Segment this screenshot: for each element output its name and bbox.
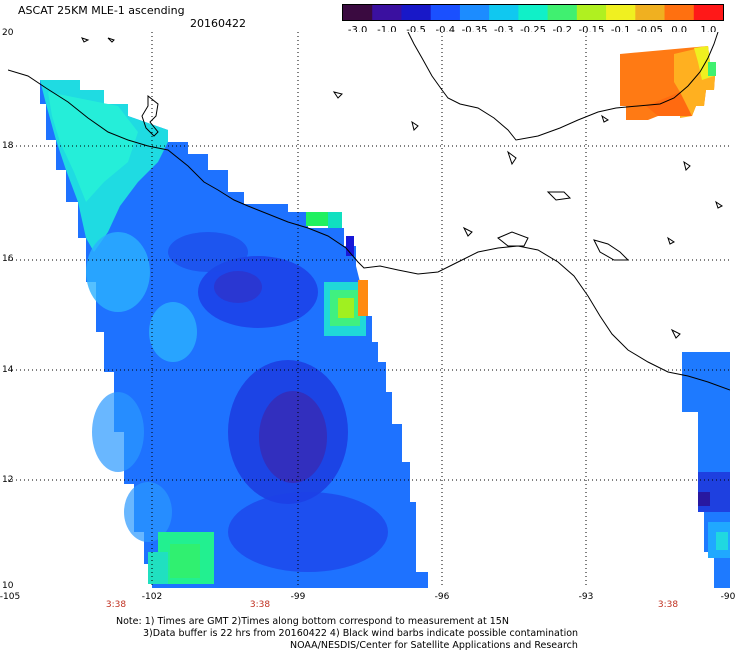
colorbar [342, 4, 724, 21]
colorbar-label: -3.0 [347, 25, 368, 36]
colorbar-swatch [430, 5, 461, 20]
colorbar-swatch [459, 5, 490, 20]
pass-time-label: 3:38 [249, 600, 271, 610]
colorbar-swatch [489, 5, 519, 20]
wind-swath-main [40, 80, 428, 588]
colorbar-label: -0.3 [494, 25, 514, 36]
wind-swath-southeast [682, 352, 730, 588]
lon-tick: -93 [578, 592, 594, 602]
note-line-3: NOAA/NESDIS/Center for Satellite Applica… [290, 640, 578, 651]
colorbar-label: -0.4 [435, 25, 456, 36]
colorbar-label: -0.05 [636, 25, 663, 36]
colorbar-swatch [635, 5, 666, 20]
product-title: ASCAT 25KM MLE-1 ascending [18, 4, 185, 17]
colorbar-swatch [576, 5, 607, 20]
lat-tick: 10 [2, 581, 14, 591]
colorbar-swatch [343, 5, 373, 20]
lon-tick: -102 [141, 592, 163, 602]
colorbar-swatch [693, 5, 723, 20]
map-panel [8, 32, 730, 588]
colorbar-label: -1.0 [377, 25, 397, 36]
colorbar-label: 1.0 [700, 25, 717, 36]
colorbar-label: -0.1 [610, 25, 631, 36]
pass-time-label: 3:38 [105, 600, 127, 610]
colorbar-label: -0.15 [578, 25, 605, 36]
colorbar-swatch [518, 5, 549, 20]
pass-time-label: 3:38 [657, 600, 679, 610]
colorbar-label: -0.5 [406, 25, 426, 36]
lon-tick: -99 [290, 592, 306, 602]
note-line-1: Note: 1) Times are GMT 2)Times along bot… [116, 616, 509, 627]
colorbar-label: 0.0 [671, 25, 688, 36]
product-date: 20160422 [190, 17, 246, 30]
colorbar-swatch [606, 5, 636, 20]
colorbar-label: -0.25 [520, 25, 546, 36]
colorbar-label: -0.35 [461, 25, 488, 36]
colorbar-swatch [547, 5, 578, 20]
lat-tick: 14 [2, 365, 14, 375]
lat-tick: 18 [2, 141, 14, 151]
lat-tick: 20 [2, 28, 14, 38]
wind-swath-northeast [620, 46, 716, 120]
gridlines [8, 32, 730, 588]
lat-tick: 16 [2, 254, 14, 264]
coastline-mexico [8, 69, 730, 391]
colorbar-swatch [401, 5, 432, 20]
note-line-2: 3)Data buffer is 22 hrs from 20160422 4)… [143, 628, 579, 639]
lon-tick: -96 [434, 592, 450, 602]
colorbar-label: -0.2 [552, 25, 572, 36]
colorbar-swatch [372, 5, 402, 20]
colorbar-swatch [664, 5, 695, 20]
lat-tick: 12 [2, 475, 14, 485]
lon-tick: -105 [0, 592, 21, 602]
coastline-gulf [407, 32, 719, 141]
lon-tick: -90 [720, 592, 736, 602]
